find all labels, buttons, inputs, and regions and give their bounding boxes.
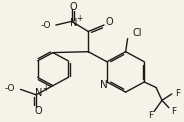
Text: N: N xyxy=(70,18,77,28)
Text: +: + xyxy=(76,14,83,23)
Text: F: F xyxy=(175,88,180,97)
Text: -O: -O xyxy=(40,21,51,30)
Text: Cl: Cl xyxy=(132,28,142,38)
Text: O: O xyxy=(34,106,42,116)
Text: O: O xyxy=(105,17,113,27)
Text: N: N xyxy=(36,88,43,98)
Text: F: F xyxy=(149,112,154,120)
Text: O: O xyxy=(70,2,77,12)
Text: +: + xyxy=(42,84,48,93)
Text: -O: -O xyxy=(4,84,15,93)
Text: N: N xyxy=(100,80,108,90)
Text: F: F xyxy=(171,107,176,116)
